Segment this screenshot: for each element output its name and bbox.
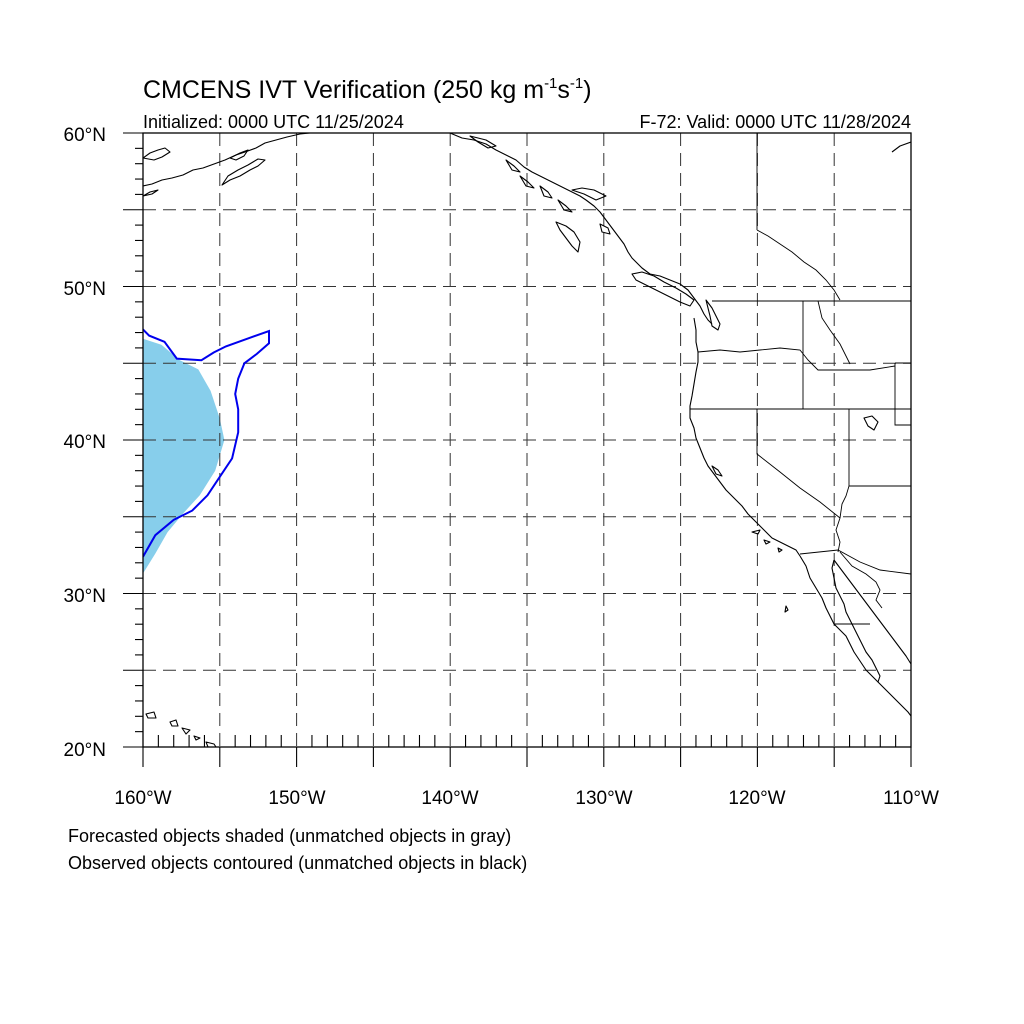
lat-label-60n: 60°N	[64, 125, 106, 146]
lat-label-50n: 50°N	[64, 279, 106, 300]
chart-title: CMCENS IVT Verification (250 kg m-1s-1)	[143, 75, 592, 104]
lat-label-30n: 30°N	[64, 586, 106, 607]
lat-label-40n: 40°N	[64, 432, 106, 453]
forecast-object-shaded	[143, 338, 225, 574]
footnote-forecast: Forecasted objects shaded (unmatched obj…	[68, 826, 511, 846]
latitude-labels: 60°N 50°N 40°N 30°N 20°N	[64, 125, 106, 761]
axis-ticks	[123, 132, 912, 767]
lon-label-120w: 120°W	[728, 788, 785, 809]
title-superscript-2: -1	[570, 75, 583, 92]
title-main: CMCENS IVT Verification (250 kg m	[143, 76, 544, 104]
title-superscript-1: -1	[544, 75, 557, 92]
lon-label-130w: 130°W	[575, 788, 632, 809]
coastline-basemap	[143, 133, 911, 747]
lon-label-150w: 150°W	[268, 788, 325, 809]
longitude-labels: 160°W 150°W 140°W 130°W 120°W 110°W	[114, 788, 939, 809]
political-borders	[690, 133, 911, 625]
lon-label-160w: 160°W	[114, 788, 171, 809]
title-mid: s	[557, 76, 570, 104]
lat-lon-gridlines	[143, 133, 911, 747]
lon-label-140w: 140°W	[421, 788, 478, 809]
lon-label-110w: 110°W	[883, 788, 939, 809]
valid-time-label: F-72: Valid: 0000 UTC 11/28/2024	[640, 112, 912, 132]
init-time-label: Initialized: 0000 UTC 11/25/2024	[143, 112, 404, 132]
footnote-observed: Observed objects contoured (unmatched ob…	[68, 853, 527, 873]
observed-object-contour	[143, 328, 270, 558]
lat-label-20n: 20°N	[64, 740, 106, 761]
title-close: )	[583, 76, 591, 104]
